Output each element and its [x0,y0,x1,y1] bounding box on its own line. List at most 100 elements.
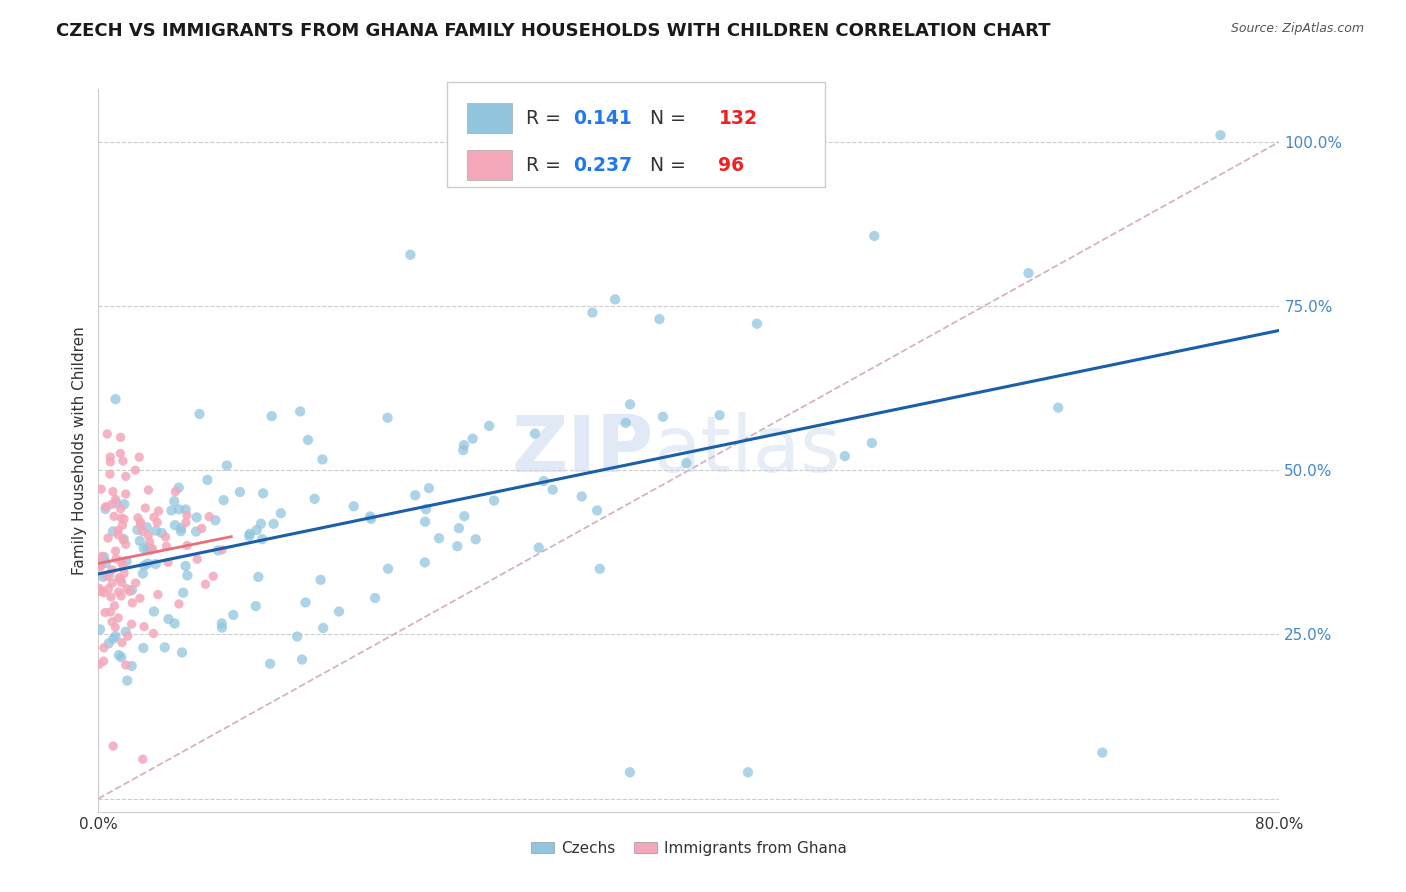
Point [311,452,333,467]
Point [360,512,382,526]
Point [413,556,436,570]
Point [186,552,208,566]
Point [107,611,129,625]
Point [170,645,193,659]
Point [142,626,165,640]
Point [98,455,121,469]
Point [128,533,150,548]
Point [98,605,121,619]
Point [160,503,183,517]
Point [132,640,155,655]
Text: N =: N = [638,109,692,128]
Point [101,615,124,629]
Point [239,526,262,541]
Point [155,530,177,544]
Point [211,621,233,635]
Point [247,570,270,584]
Point [101,524,124,539]
Point [121,617,143,632]
Point [132,752,155,766]
Point [834,449,856,463]
Point [111,635,134,649]
Point [121,596,143,610]
Point [112,532,135,546]
Point [132,619,155,633]
Point [260,409,283,424]
Point [652,409,675,424]
Point [148,504,170,518]
Point [132,566,155,581]
Point [614,416,637,430]
Point [114,537,136,551]
Text: CZECH VS IMMIGRANTS FROM GHANA FAMILY HOUSEHOLDS WITH CHILDREN CORRELATION CHART: CZECH VS IMMIGRANTS FROM GHANA FAMILY HO… [56,22,1050,40]
Point [146,587,169,601]
Point [96,427,118,442]
Point [229,485,252,500]
Point [446,539,468,553]
Text: ZIP: ZIP [512,412,654,489]
Point [115,673,138,688]
Point [132,541,155,556]
Point [124,576,146,591]
Point [114,469,136,483]
Point [589,562,612,576]
Point [1018,266,1040,280]
Point [541,483,564,497]
Point [250,516,273,531]
Y-axis label: Family Households with Children: Family Households with Children [72,326,87,574]
Point [97,636,120,650]
Point [108,571,131,585]
Point [145,557,167,571]
Point [112,497,135,511]
Point [174,502,197,516]
Point [115,554,138,568]
Point [98,467,121,482]
Point [108,648,131,663]
Point [93,640,115,655]
Point [91,570,114,584]
Point [118,584,141,599]
Point [127,510,149,524]
Point [143,510,166,524]
Point [145,524,167,538]
Point [605,293,627,307]
Text: 0.141: 0.141 [574,109,631,128]
Point [136,557,159,571]
Point [138,483,160,497]
Point [364,591,387,605]
Point [115,658,138,673]
Point [117,629,139,643]
Point [103,599,125,613]
Point [163,616,186,631]
Text: Source: ZipAtlas.com: Source: ZipAtlas.com [1230,22,1364,36]
Point [418,481,440,495]
Point [155,539,177,553]
Point [184,524,207,539]
Point [90,482,112,496]
Point [270,506,292,520]
Point [527,541,550,555]
Point [860,436,883,450]
Point [141,541,163,556]
Point [104,392,127,406]
Point [737,765,759,780]
Point [453,509,475,524]
Point [110,650,132,665]
Point [104,544,127,558]
Point [586,503,609,517]
Point [107,585,129,599]
Point [89,557,111,571]
Point [451,443,474,458]
Point [188,407,211,421]
Point [97,531,120,545]
Point [115,582,138,596]
Point [121,582,143,597]
Point [675,456,697,470]
FancyBboxPatch shape [467,103,512,133]
Point [523,426,546,441]
Point [136,541,159,555]
Point [98,450,121,464]
Text: N =: N = [638,155,692,175]
Point [581,305,603,319]
Point [129,515,152,529]
